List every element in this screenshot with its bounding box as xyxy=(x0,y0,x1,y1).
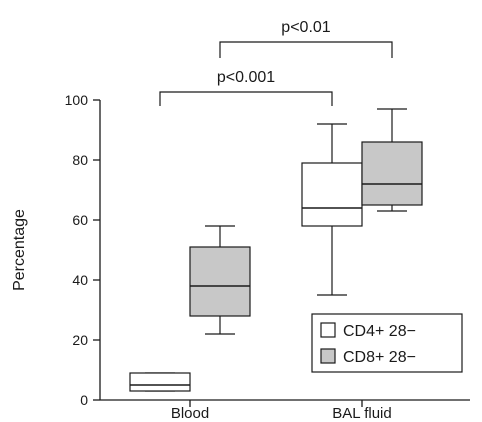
y-tick-label: 60 xyxy=(72,212,88,228)
significance-bracket: p<0.01 xyxy=(219,19,393,58)
y-ticks: 0 20 40 60 80 100 xyxy=(65,92,100,408)
legend-swatch xyxy=(320,322,336,338)
p-value-label: p<0.001 xyxy=(217,69,275,86)
y-axis-label: Percentage xyxy=(11,209,28,291)
y-tick-label: 40 xyxy=(72,272,88,288)
y-tick-label: 20 xyxy=(72,332,88,348)
legend-box xyxy=(311,313,463,373)
x-category-label: Blood xyxy=(171,405,209,422)
bracket-line xyxy=(159,91,333,106)
axes xyxy=(99,100,470,401)
category-labels: Blood BAL fluid xyxy=(171,400,392,422)
box-cd4-blood xyxy=(129,372,191,392)
bracket-line xyxy=(219,41,393,58)
iqr-box xyxy=(361,141,423,206)
significance-brackets: p<0.001 p<0.01 xyxy=(159,19,393,106)
y-tick-label: 100 xyxy=(65,92,89,108)
box-cd8-bal xyxy=(361,108,423,212)
x-category-label: BAL fluid xyxy=(332,405,391,422)
box-cd4-bal xyxy=(301,123,363,296)
legend: CD4+ 28− CD8+ 28− xyxy=(311,313,463,373)
y-tick-label: 0 xyxy=(80,392,88,408)
legend-swatch xyxy=(320,348,336,364)
iqr-box xyxy=(129,372,191,392)
p-value-label: p<0.01 xyxy=(281,19,330,36)
boxes xyxy=(129,108,423,392)
y-tick-label: 80 xyxy=(72,152,88,168)
significance-bracket: p<0.001 xyxy=(159,69,333,106)
legend-label: CD4+ 28− xyxy=(343,323,416,340)
legend-label: CD8+ 28− xyxy=(343,349,416,366)
iqr-box xyxy=(301,162,363,227)
box-cd8-blood xyxy=(189,225,251,335)
iqr-box xyxy=(189,246,251,317)
